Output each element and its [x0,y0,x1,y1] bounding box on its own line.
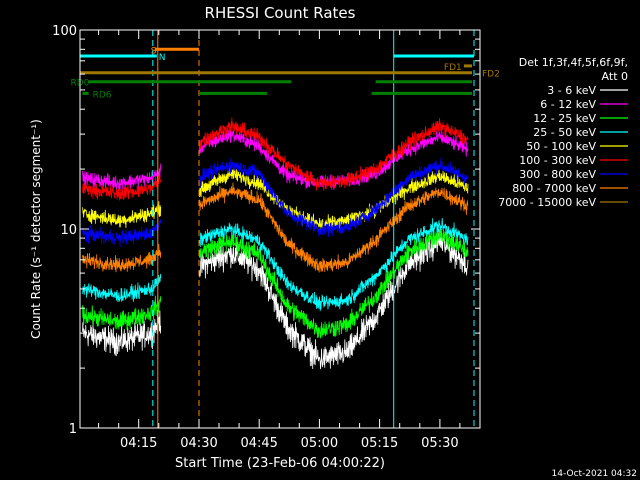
trace-12-25-kev [82,228,469,339]
legend-header-line: Det 1f,3f,4f,5f,6f,9f, [519,56,628,69]
x-axis-label: Start Time (23-Feb-06 04:00:22) [175,456,385,471]
legend-label: 12 - 25 keV [533,112,596,125]
x-tick-label: 04:30 [180,436,217,451]
trace-100-300-kev [82,117,469,201]
y-axis: 1 10 100 [52,24,480,437]
flag-label-fd2: FD2 [482,70,500,80]
trace-6-12-kev [82,127,469,191]
legend-label: 6 - 12 keV [540,98,596,111]
x-tick-label: 04:15 [120,436,157,451]
trace-50-100-kev [82,166,469,231]
legend-label: 7000 - 15000 keV [498,196,596,209]
legend-label: 3 - 6 keV [547,84,596,97]
flag-label-s: S [151,46,157,56]
x-tick-label: 05:15 [361,436,398,451]
trace-800-7000-kev [82,182,469,273]
flag-label-fd1: FD1 [444,63,462,73]
y-tick-label: 10 [60,223,77,238]
legend-header-line: Att 0 [602,70,628,83]
legend-label: 25 - 50 keV [533,126,596,139]
flag-label-n: N [159,53,166,63]
trace-25-50-kev [82,217,469,312]
legend-label: 800 - 7000 keV [512,182,596,195]
x-tick-label: 04:45 [240,436,277,451]
legend-label: 50 - 100 keV [526,140,596,153]
y-tick-label: 100 [52,24,77,39]
y-axis-label: Count Rate (s⁻¹ detector segment⁻¹) [29,119,43,339]
chart-title: RHESSI Count Rates [205,4,356,22]
legend-label: 100 - 300 keV [519,154,596,167]
flag-label-rd6: RD6 [93,90,112,100]
legend-label: 300 - 800 keV [519,168,596,181]
y-tick-label: 1 [69,422,77,437]
timestamp: 14-Oct-2021 04:32 [552,469,637,479]
x-axis: 04:15 04:30 04:45 05:00 05:15 05:30 [98,30,481,451]
x-tick-label: 05:30 [421,436,458,451]
count-rate-traces [82,117,469,370]
trace-300-800-kev [82,157,469,248]
x-tick-label: 05:00 [301,436,338,451]
